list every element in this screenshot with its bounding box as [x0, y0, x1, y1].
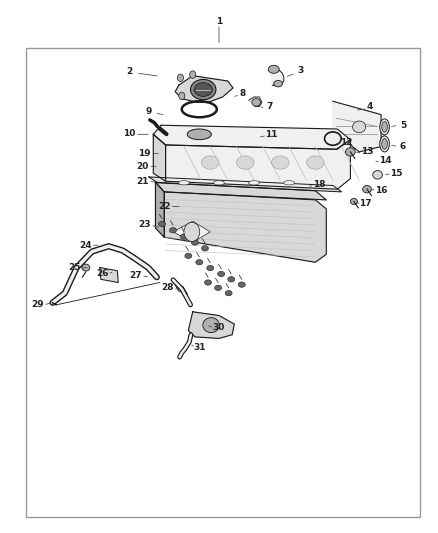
Ellipse shape [191, 79, 216, 100]
Ellipse shape [180, 234, 187, 239]
Text: 18: 18 [313, 181, 325, 189]
Ellipse shape [272, 156, 289, 169]
Ellipse shape [346, 148, 355, 156]
Ellipse shape [207, 265, 214, 271]
Ellipse shape [382, 139, 388, 149]
Polygon shape [249, 97, 262, 107]
Text: 29: 29 [31, 301, 43, 309]
Ellipse shape [353, 121, 366, 133]
Ellipse shape [228, 277, 235, 282]
FancyArrowPatch shape [160, 128, 166, 134]
Polygon shape [333, 101, 381, 152]
Text: 17: 17 [360, 199, 372, 208]
Text: 31: 31 [193, 343, 205, 352]
Polygon shape [271, 67, 284, 85]
Polygon shape [153, 134, 166, 181]
Ellipse shape [159, 221, 166, 227]
Ellipse shape [218, 271, 225, 277]
Text: 21: 21 [136, 177, 148, 185]
Bar [26, 48, 420, 517]
Ellipse shape [196, 260, 203, 265]
Circle shape [190, 71, 196, 78]
Ellipse shape [203, 318, 219, 333]
Ellipse shape [201, 246, 208, 251]
Ellipse shape [205, 280, 212, 285]
Text: 7: 7 [266, 102, 272, 111]
Text: 20: 20 [136, 162, 148, 171]
Text: 19: 19 [138, 149, 151, 158]
Circle shape [184, 222, 200, 241]
Ellipse shape [350, 198, 357, 205]
Text: 6: 6 [400, 142, 406, 151]
Text: 3: 3 [297, 66, 303, 75]
Polygon shape [155, 182, 164, 237]
Text: 2: 2 [126, 68, 132, 76]
Polygon shape [173, 221, 210, 243]
Ellipse shape [194, 83, 212, 96]
Text: 24: 24 [79, 241, 92, 249]
Ellipse shape [380, 119, 389, 135]
Polygon shape [164, 192, 326, 262]
Ellipse shape [373, 171, 382, 179]
Ellipse shape [170, 228, 177, 233]
Ellipse shape [238, 282, 245, 287]
Ellipse shape [284, 181, 295, 185]
Text: 11: 11 [265, 130, 278, 139]
Ellipse shape [185, 253, 192, 259]
Ellipse shape [225, 290, 232, 296]
Text: 12: 12 [340, 138, 352, 147]
Text: 8: 8 [240, 89, 246, 98]
Circle shape [177, 74, 184, 82]
Polygon shape [188, 312, 234, 338]
Ellipse shape [82, 264, 90, 271]
Text: 28: 28 [162, 284, 174, 292]
Polygon shape [149, 177, 342, 192]
Ellipse shape [178, 181, 189, 185]
Ellipse shape [268, 66, 279, 74]
Ellipse shape [215, 285, 222, 290]
Ellipse shape [201, 156, 219, 169]
Text: 16: 16 [375, 186, 387, 195]
Text: 1: 1 [216, 17, 222, 26]
Ellipse shape [380, 136, 389, 152]
Text: 10: 10 [123, 129, 135, 138]
Text: 30: 30 [213, 324, 225, 332]
Polygon shape [174, 284, 187, 294]
Ellipse shape [237, 156, 254, 169]
Circle shape [179, 92, 185, 100]
Text: 13: 13 [361, 148, 373, 156]
Text: 26: 26 [96, 269, 108, 278]
Ellipse shape [274, 80, 283, 87]
Text: 22: 22 [158, 202, 170, 211]
Polygon shape [153, 125, 350, 149]
Text: 9: 9 [146, 108, 152, 116]
Text: 25: 25 [68, 263, 81, 272]
Text: 5: 5 [400, 121, 406, 130]
Ellipse shape [363, 185, 371, 193]
Text: 23: 23 [138, 221, 151, 229]
Ellipse shape [191, 240, 198, 245]
Ellipse shape [249, 181, 259, 185]
Ellipse shape [382, 122, 388, 132]
Ellipse shape [187, 129, 211, 140]
Ellipse shape [214, 181, 224, 185]
Polygon shape [155, 182, 326, 200]
Ellipse shape [252, 99, 261, 106]
Text: 14: 14 [379, 157, 392, 165]
Polygon shape [175, 76, 233, 102]
Ellipse shape [307, 156, 324, 169]
Text: 27: 27 [130, 271, 142, 279]
Text: 15: 15 [390, 169, 403, 177]
Polygon shape [166, 140, 350, 189]
Text: 4: 4 [367, 102, 373, 111]
Polygon shape [100, 268, 118, 282]
